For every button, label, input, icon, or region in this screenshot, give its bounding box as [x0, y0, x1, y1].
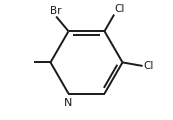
Text: Cl: Cl	[115, 4, 125, 14]
Text: Cl: Cl	[143, 61, 154, 71]
Text: N: N	[64, 98, 73, 108]
Text: Br: Br	[50, 6, 62, 16]
